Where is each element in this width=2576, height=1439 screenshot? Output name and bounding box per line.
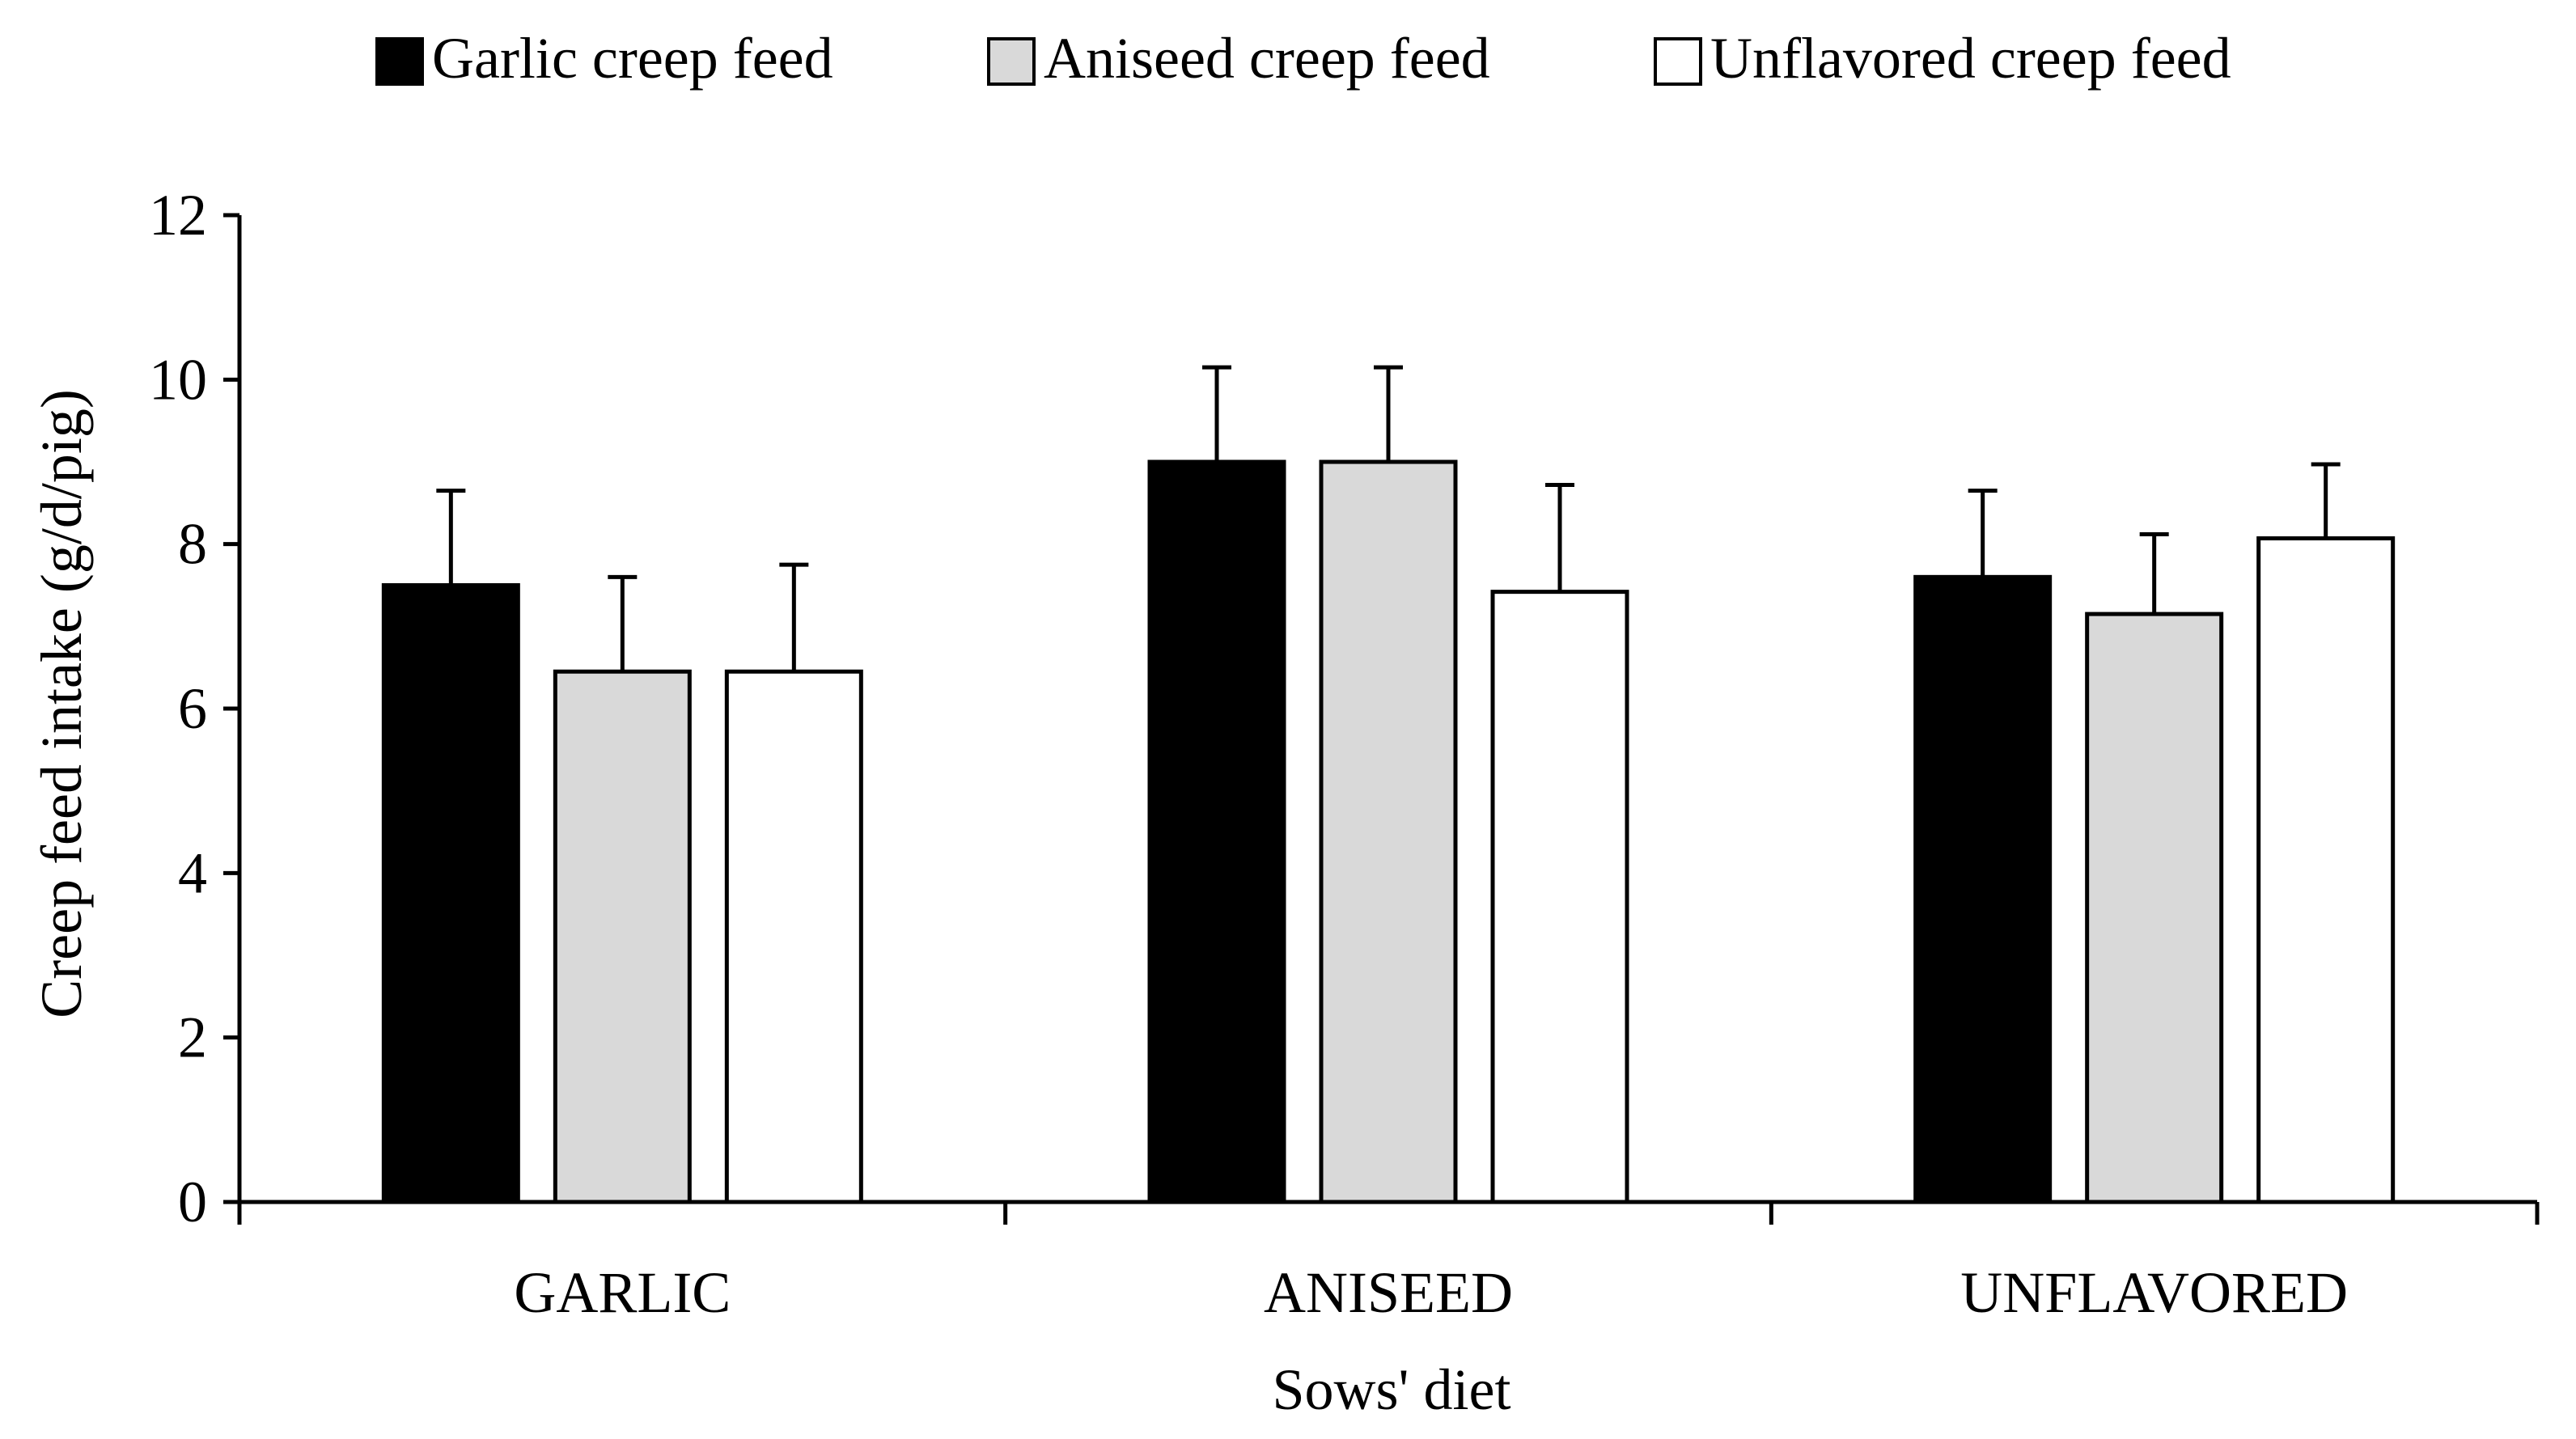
x-tick-label: GARLIC	[514, 1260, 731, 1325]
legend-label-garlic: Garlic creep feed	[432, 26, 833, 91]
x-axis-title: Sows' diet	[1273, 1357, 1511, 1422]
legend-swatch-aniseed	[987, 37, 1036, 86]
legend-label-aniseed: Aniseed creep feed	[1044, 26, 1490, 91]
bar-garlic-aniseed	[1147, 459, 1286, 1204]
y-tick-label: 0	[178, 1170, 207, 1234]
legend-label-unflavored: Unflavored creep feed	[1710, 26, 2231, 91]
bar-garlic-garlic	[381, 583, 520, 1204]
legend: Garlic creep feed Aniseed creep feed Unf…	[375, 26, 2231, 91]
y-tick-label: 2	[178, 1005, 207, 1070]
legend-swatch-unflavored	[1654, 37, 1702, 86]
bar-unflavored-garlic	[724, 669, 863, 1204]
y-tick-label: 8	[178, 512, 207, 577]
error-bars-layer	[436, 365, 2341, 672]
bar-unflavored-aniseed	[1490, 590, 1629, 1204]
y-axis-title: Creep feed intake (g/d/pig)	[29, 389, 94, 1018]
bar-unflavored-unflavored	[2256, 536, 2396, 1204]
bars-layer	[381, 459, 2396, 1204]
bar-aniseed-unflavored	[2085, 612, 2224, 1204]
y-tick-label: 6	[178, 676, 207, 741]
x-axis: GARLIC ANISEED UNFLAVORED	[237, 1200, 2540, 1325]
bar-aniseed-garlic	[553, 669, 692, 1204]
legend-swatch-garlic	[375, 37, 424, 86]
y-axis: 0 2 4 6 8 10 12	[149, 183, 242, 1234]
y-tick-label: 10	[149, 347, 207, 412]
bar-aniseed-aniseed	[1319, 459, 1458, 1204]
y-tick-label: 4	[178, 840, 207, 905]
bar-garlic-unflavored	[1913, 574, 2053, 1204]
x-tick-label: UNFLAVORED	[1960, 1260, 2348, 1325]
y-tick-label: 12	[149, 183, 207, 248]
x-tick-label: ANISEED	[1264, 1260, 1513, 1325]
